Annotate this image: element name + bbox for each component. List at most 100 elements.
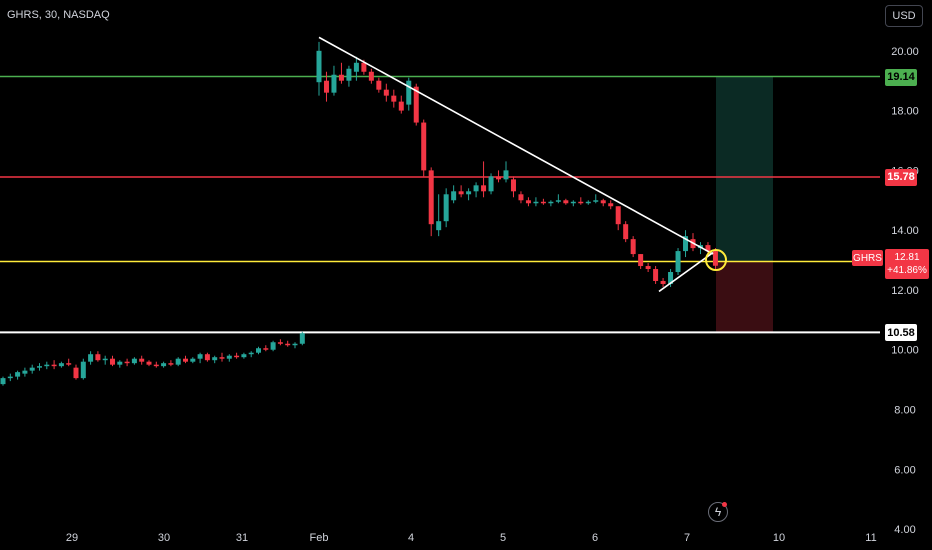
y-tick-label: 18.00 [891, 106, 919, 118]
candle-body [331, 74, 337, 93]
candle-body [510, 179, 516, 192]
candle-body [353, 62, 359, 72]
profit-zone [716, 76, 773, 262]
candle-body [555, 200, 561, 202]
x-tick-label: 29 [66, 532, 78, 544]
candle-body [139, 358, 145, 362]
candle-body [66, 363, 72, 365]
candle-body [338, 74, 344, 81]
candle-body [197, 354, 203, 359]
candle-body [146, 361, 152, 365]
candle-body [443, 194, 449, 222]
candle-body [615, 206, 621, 225]
candle-body [248, 352, 254, 355]
candle-body [570, 201, 576, 204]
candle-body [503, 170, 509, 180]
candle-body [683, 236, 689, 252]
level-label-15-78[interactable]: 15.78 [885, 168, 917, 186]
candle-body [466, 191, 472, 195]
candle-body [95, 354, 101, 361]
candle-body [241, 354, 247, 358]
candle-body [488, 176, 494, 192]
candle-body [593, 200, 599, 202]
candle-body [7, 376, 13, 379]
candle-body [277, 342, 283, 344]
x-tick-label: 11 [865, 532, 876, 544]
time-axis[interactable]: 29 30 31 Feb 4 5 6 7 10 11 [66, 532, 877, 544]
candle-body [58, 363, 64, 367]
y-tick-label: 8.00 [894, 405, 915, 417]
candle-body [299, 333, 305, 344]
candle-body [428, 170, 434, 225]
level-label-19-14[interactable]: 19.14 [885, 68, 917, 86]
candle-body [346, 68, 352, 81]
candle-body [368, 71, 374, 81]
y-tick-label: 10.00 [891, 345, 919, 357]
candle-body [0, 378, 6, 385]
candle-body [600, 200, 606, 204]
x-tick-label: 4 [408, 532, 414, 544]
candle-body [391, 95, 397, 102]
candle-body [653, 269, 659, 281]
candle-body [226, 355, 232, 359]
highlight-circle [705, 249, 727, 272]
candle-body [630, 239, 636, 255]
candle-body [421, 122, 427, 171]
candle-body [183, 358, 188, 362]
candle-body [88, 354, 94, 362]
level-label-10-58[interactable]: 10.58 [885, 324, 917, 342]
y-tick-label: 6.00 [894, 464, 915, 476]
candle-body [481, 185, 487, 192]
markers [705, 249, 727, 272]
candle-body [22, 370, 28, 374]
last-price-badge: 12.81 +41.86% [885, 249, 929, 279]
candle-body [256, 348, 261, 353]
candle-body [383, 89, 389, 96]
candle-body [15, 372, 21, 377]
lightning-icon[interactable]: ϟ [708, 502, 728, 522]
candle-body [117, 361, 123, 365]
currency-button[interactable]: USD [885, 5, 923, 27]
candle-body [168, 363, 174, 365]
candle-body [496, 176, 502, 180]
candle-body [518, 194, 524, 201]
candle-body [525, 200, 531, 204]
candle-body [102, 358, 108, 361]
candle-body [376, 80, 382, 90]
candle-body [660, 280, 666, 284]
candle-body [578, 201, 584, 204]
candle-body [51, 364, 57, 367]
last-price-value: 12.81 [894, 252, 920, 263]
candle-body [533, 201, 539, 204]
y-tick-label: 4.00 [894, 524, 915, 536]
trendline [318, 36, 714, 255]
candle-body [623, 224, 629, 240]
candle-body [585, 201, 591, 204]
trendlines [318, 36, 714, 293]
candle-body [175, 358, 181, 365]
candle-body [548, 201, 554, 204]
notification-dot [722, 502, 727, 507]
candle-body [712, 251, 718, 266]
candle-body [413, 86, 419, 123]
x-tick-label: 30 [158, 532, 170, 544]
candle-body [263, 348, 269, 350]
position-zones [716, 76, 773, 333]
candle-body [219, 357, 225, 359]
candle-body [323, 80, 329, 93]
symbol-title: GHRS, 30, NASDAQ [7, 9, 110, 21]
candle-body [540, 201, 546, 204]
candle-body [406, 80, 412, 105]
candle-body [638, 254, 644, 267]
candle-body [44, 364, 50, 367]
price-axis[interactable]: 4.006.008.0010.0012.0014.0016.0018.0020.… [891, 46, 919, 536]
x-tick-label: Feb [310, 532, 329, 544]
candle-body [705, 245, 711, 252]
x-tick-label: 31 [236, 532, 248, 544]
x-tick-label: 6 [592, 532, 598, 544]
last-price-change: +41.86% [887, 265, 927, 276]
candle-body [608, 203, 614, 207]
candle-body [668, 272, 674, 284]
candle-body [153, 364, 159, 367]
